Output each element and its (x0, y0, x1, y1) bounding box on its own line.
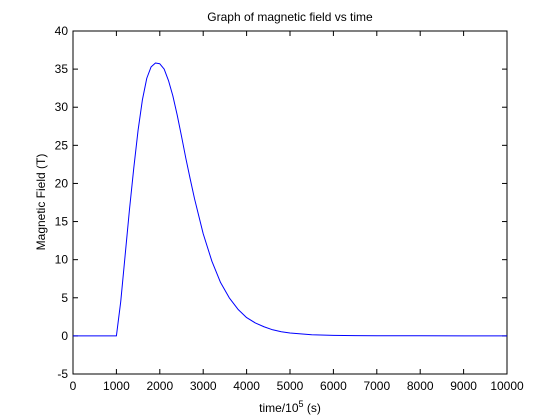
x-axis-label-base: time/10 (259, 401, 299, 415)
chart-title: Graph of magnetic field vs time (207, 10, 373, 24)
x-axis-label-exponent: 5 (299, 399, 304, 409)
y-tick-label: 25 (55, 138, 69, 152)
x-tick-label: 2000 (146, 379, 173, 393)
ticks-layer: 0 1000 2000 3000 4000 5000 6000 7000 8000 9000 100… (55, 24, 524, 393)
y-tick-label: 40 (55, 24, 69, 38)
y-tick-label: 5 (61, 291, 68, 305)
y-tick-label: 20 (55, 176, 69, 190)
y-tick-label: 15 (55, 215, 69, 229)
y-tick-label: 0 (61, 329, 68, 343)
x-tick-label: 1000 (103, 379, 130, 393)
x-tick-label: 6000 (320, 379, 347, 393)
x-tick-label: 9000 (450, 379, 477, 393)
y-tick-label: 10 (55, 253, 69, 267)
y-axis-label: Magnetic Field (T) (34, 154, 48, 251)
y-tick-label: -5 (57, 367, 68, 381)
x-tick-label: 0 (70, 379, 77, 393)
x-axis-label: time/105 (s) (259, 399, 321, 415)
x-tick-label: 10000 (490, 379, 524, 393)
x-tick-label: 8000 (407, 379, 434, 393)
series-layer (73, 62, 507, 337)
series-line-magnetic-field (73, 62, 507, 337)
x-tick-label: 4000 (233, 379, 260, 393)
plot-area (72, 30, 508, 375)
x-tick-label: 5000 (277, 379, 304, 393)
x-axis-label-units: (s) (304, 401, 321, 415)
x-tick-label: 7000 (363, 379, 390, 393)
y-tick-label: 35 (55, 62, 69, 76)
x-tick-label: 3000 (190, 379, 217, 393)
y-tick-label: 30 (55, 100, 69, 114)
